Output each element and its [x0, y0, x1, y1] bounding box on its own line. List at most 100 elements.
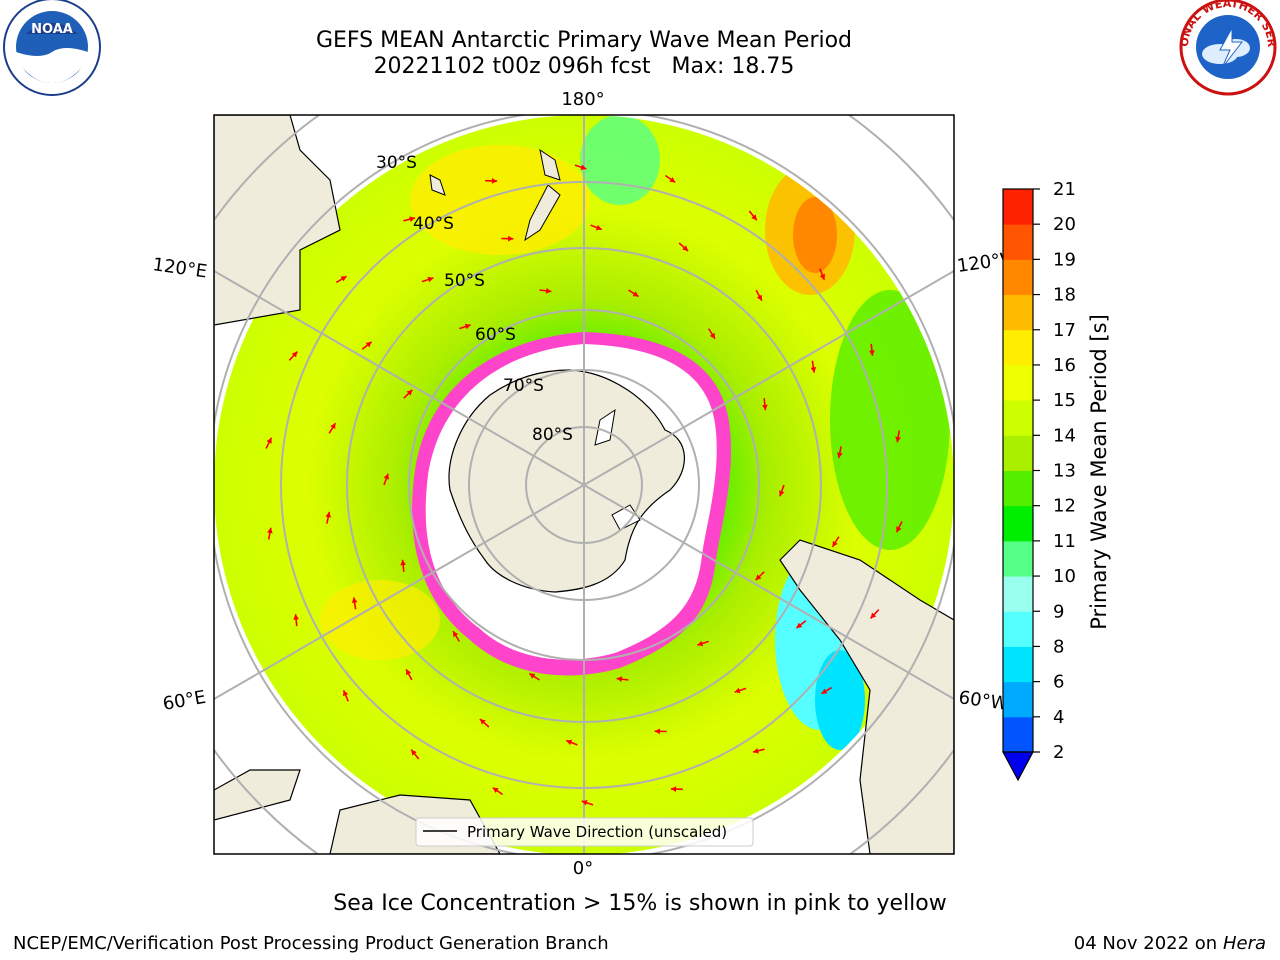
run-label: 20221102 t00z 096h fcst — [373, 54, 651, 79]
graticule — [214, 115, 954, 854]
colorbar-tick-label: 18 — [1053, 285, 1076, 306]
footer-date-text: 04 Nov 2022 on — [1073, 933, 1218, 954]
colorbar-segment — [1003, 435, 1033, 471]
colorbar-tick-label: 9 — [1053, 601, 1064, 622]
lat-label-70s: 70°S — [503, 376, 544, 396]
colorbar-tick-label: 12 — [1053, 496, 1076, 517]
colorbar-tick-label: 20 — [1053, 214, 1076, 235]
wave-vector-head — [492, 787, 499, 793]
nws-logo-text: NATIONAL WEATHER SERVICE — [0, 0, 1278, 48]
lon-label-180: 180° — [561, 89, 604, 110]
wave-vector-head — [406, 669, 412, 676]
colorbar-segment — [1003, 611, 1033, 647]
colorbar-segment — [1003, 576, 1033, 612]
colorbar-segment — [1003, 189, 1033, 225]
colorbar-segment — [1003, 540, 1033, 577]
wave-vector-head — [406, 389, 413, 396]
colorbar-tick-label: 8 — [1053, 636, 1064, 657]
colorbar-tick-label: 6 — [1053, 672, 1064, 693]
wave-vector-head — [267, 527, 273, 534]
wave-vector-head — [670, 786, 677, 792]
footer-host: Hera — [1222, 933, 1266, 954]
lon-label-60w: 60°W — [957, 687, 1009, 715]
colorbar-segment — [1003, 329, 1033, 366]
wave-vector-head — [411, 749, 417, 756]
colorbar-tick-label: 21 — [1053, 179, 1076, 200]
wave-vector-head — [325, 511, 332, 518]
colorbar: 2 4 6 8 9 10 11 12 13 14 15 16 17 18 19 20 21 Primary Wa… — [1001, 179, 1111, 782]
colorbar-tick-label: 10 — [1053, 566, 1076, 587]
nws-logo-icon: NATIONAL WEATHER SERVICE — [0, 0, 1278, 96]
wave-vector-head — [810, 367, 817, 373]
colorbar-segment — [1003, 681, 1033, 718]
wave-vector-head — [755, 574, 762, 581]
colorbar-segment — [1003, 259, 1033, 296]
colorbar-tick-label: 2 — [1053, 742, 1064, 763]
wave-vector-head — [595, 224, 602, 231]
colorbar-segment — [1003, 294, 1033, 331]
wave-vector-head — [756, 294, 762, 301]
legend-label: Primary Wave Direction (unscaled) — [467, 823, 727, 841]
wave-vector-head — [340, 276, 347, 282]
wave-vector-head — [479, 719, 486, 725]
colorbar-segment — [1003, 224, 1033, 260]
wave-vector-head — [796, 622, 803, 629]
wave-vector-head — [870, 612, 877, 619]
colorbar-segment — [1003, 364, 1033, 401]
lat-label-50s: 50°S — [444, 271, 485, 291]
wave-vector-head — [293, 614, 299, 620]
wave-vector-head — [464, 323, 471, 330]
footer-credit: NCEP/EMC/Verification Post Processing Pr… — [13, 933, 609, 954]
wave-vector-head — [409, 216, 416, 222]
wave-vector-head — [734, 687, 741, 694]
wave-vector-head — [330, 423, 336, 430]
wave-vector-head — [682, 245, 689, 251]
antarctica-landmass — [448, 369, 685, 593]
wave-vector-head — [821, 688, 828, 694]
wave-vector-head — [400, 559, 407, 566]
wave-vector-head — [266, 437, 272, 444]
wave-direction-vectors — [265, 164, 903, 806]
wave-vector-head — [832, 540, 838, 547]
colorbar-segment — [1003, 716, 1033, 753]
colorbar-tick-label: 19 — [1053, 249, 1076, 270]
lon-label-0: 0° — [573, 858, 593, 879]
lat-label-30s: 30°S — [376, 153, 417, 173]
sea-ice-caption: Sea Ice Concentration > 15% is shown in … — [333, 891, 947, 916]
colorbar-segment — [1003, 400, 1033, 436]
map-frame — [213, 114, 955, 855]
wave-vector-head — [342, 690, 349, 697]
wave-vector-head — [491, 178, 498, 184]
wave-vector-head — [895, 436, 901, 443]
wave-vector-head — [616, 676, 623, 682]
lat-label-40s: 40°S — [413, 214, 454, 234]
wave-vector-head — [383, 473, 390, 480]
wave-vector-head — [632, 291, 639, 297]
lat-label-80s: 80°S — [532, 425, 573, 445]
wave-vector-head — [697, 640, 704, 647]
lon-label-60e: 60°E — [161, 687, 207, 715]
wave-vector-head — [566, 739, 573, 746]
colorbar-extend-arrow — [1001, 751, 1035, 782]
wave-vector-head — [869, 350, 875, 356]
wave-vector-head — [752, 748, 759, 754]
colorbar-tick-label: 15 — [1053, 390, 1076, 411]
lat-label-60s: 60°S — [475, 325, 516, 345]
colorbar-tick-label: 11 — [1053, 531, 1076, 552]
wave-vector-head — [581, 800, 588, 806]
wave-vector-head — [709, 332, 715, 339]
max-label: Max: 18.75 — [671, 54, 795, 79]
map-subtitle: 20221102 t00z 096h fcst Max: 18.75 — [0, 54, 1168, 79]
wave-vector-head — [669, 177, 676, 183]
wave-vector-head — [761, 404, 768, 411]
wave-vector-head — [580, 164, 587, 170]
colorbar-tick-label: 16 — [1053, 355, 1076, 376]
colorbar-title: Primary Wave Mean Period [s] — [1087, 314, 1111, 630]
wave-vector-head — [654, 728, 661, 735]
wave-vector-head — [453, 631, 459, 638]
colorbar-tick-label: 13 — [1053, 461, 1076, 482]
wave-vector-head — [427, 276, 434, 283]
colorbar-tick-label: 14 — [1053, 425, 1076, 446]
wave-vector-head — [836, 452, 843, 459]
